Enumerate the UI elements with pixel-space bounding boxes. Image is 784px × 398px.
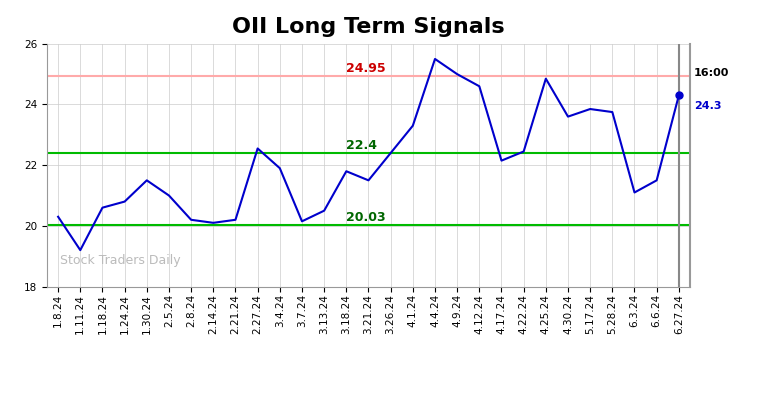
Text: 16:00: 16:00: [694, 68, 729, 78]
Text: Stock Traders Daily: Stock Traders Daily: [60, 254, 180, 267]
Text: 24.3: 24.3: [694, 101, 721, 111]
Title: OII Long Term Signals: OII Long Term Signals: [232, 17, 505, 37]
Text: 22.4: 22.4: [347, 139, 377, 152]
Text: 24.95: 24.95: [347, 62, 386, 75]
Text: 20.03: 20.03: [347, 211, 386, 224]
